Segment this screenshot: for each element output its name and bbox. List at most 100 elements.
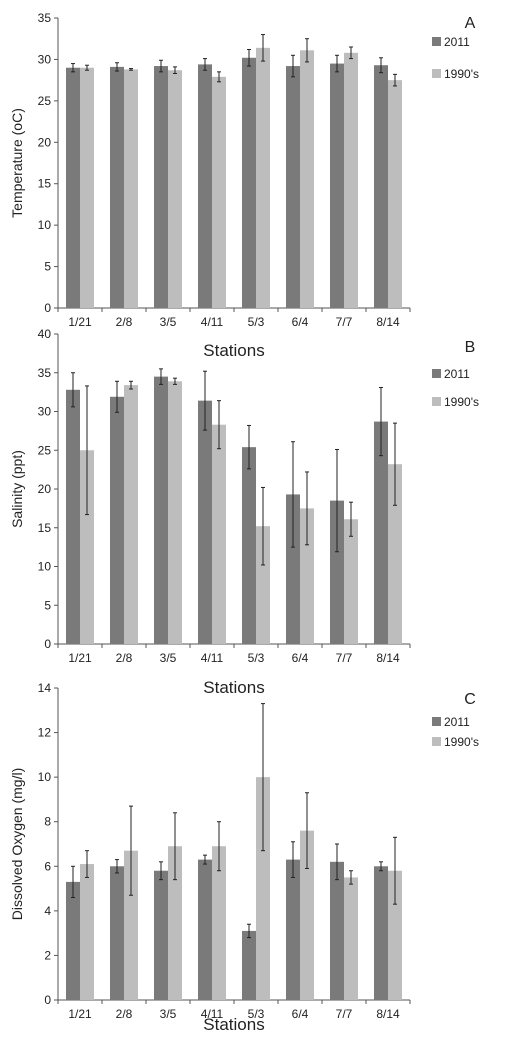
y-tick-label: 25	[38, 443, 52, 457]
x-tick-label: 5/3	[248, 1007, 265, 1021]
bar-s2011-7	[330, 500, 344, 644]
y-tick-label: 6	[44, 859, 51, 873]
x-tick-label: 7/7	[336, 651, 353, 665]
x-tick-label: 8/14	[376, 651, 400, 665]
bar-s1990-6	[300, 50, 314, 309]
bar-s2011-1	[66, 881, 80, 1000]
bar-s1990-8	[388, 870, 402, 1000]
bar-s2011-2	[110, 396, 124, 644]
y-tick-label: 2	[44, 948, 51, 962]
x-tick-label: 1/21	[68, 651, 92, 665]
bar-s1990-1	[80, 864, 94, 1000]
bar-s1990-4	[212, 846, 226, 1000]
y-tick-label: 5	[44, 598, 51, 612]
y-tick-label: 10	[38, 770, 52, 784]
bar-s2011-2	[110, 866, 124, 1000]
bar-s1990-6	[300, 830, 314, 1000]
bar-s2011-4	[198, 400, 212, 644]
bar-s1990-4	[212, 76, 226, 308]
x-axis-label: Stations	[203, 1015, 264, 1034]
x-tick-label: 6/4	[292, 651, 309, 665]
bar-s2011-3	[154, 376, 168, 644]
x-tick-label: 2/8	[116, 315, 133, 329]
x-tick-label: 8/14	[376, 1007, 400, 1021]
legend-swatch-s2011	[432, 717, 441, 726]
bar-s1990-3	[168, 70, 182, 308]
panel-label: A	[465, 15, 476, 32]
x-axis-label: Stations	[203, 341, 264, 360]
bar-s2011-1	[66, 389, 80, 644]
bar-s1990-2	[124, 69, 138, 308]
x-tick-label: 5/3	[248, 651, 265, 665]
x-tick-label: 4/11	[201, 1007, 224, 1021]
y-tick-label: 12	[38, 726, 52, 740]
y-tick-label: 0	[44, 993, 51, 1007]
bar-s2011-7	[330, 63, 344, 309]
y-tick-label: 14	[38, 681, 52, 695]
bar-s1990-3	[168, 846, 182, 1000]
y-tick-label: 20	[38, 135, 52, 149]
legend-label-s1990: 1990's	[444, 67, 479, 81]
bar-s1990-1	[80, 67, 94, 308]
legend-label-s2011: 2011	[444, 35, 470, 49]
legend-swatch-s1990	[432, 69, 441, 78]
y-tick-label: 15	[38, 521, 52, 535]
x-tick-label: 1/21	[68, 1007, 92, 1021]
chart-panel-C: 0 2 4 6 8 10 12 14 1/21 2/8 3/5 4/11 5/3 6/4 7/7 8/14 Di…	[9, 681, 479, 1034]
y-tick-label: 5	[44, 260, 51, 274]
legend-swatch-s1990	[432, 397, 441, 406]
x-axis-label: Stations	[203, 678, 264, 697]
legend-label-s1990: 1990's	[444, 735, 479, 749]
x-tick-label: 7/7	[336, 315, 353, 329]
bar-s2011-6	[286, 494, 300, 644]
legend-swatch-s1990	[432, 737, 441, 746]
bar-s1990-7	[344, 519, 358, 644]
y-tick-label: 20	[38, 482, 52, 496]
y-tick-label: 35	[38, 366, 52, 380]
bar-s2011-8	[374, 65, 388, 308]
bar-s1990-2	[124, 385, 138, 644]
y-tick-label: 30	[38, 405, 52, 419]
bar-s1990-8	[388, 80, 402, 309]
chart-panel-A: 0 5 10 15 20 25 30 35 1/21 2/8 3/5 4/11 5/3 6/4 7/7 8/1…	[9, 11, 479, 360]
panel-label: C	[464, 691, 476, 708]
bar-s2011-7	[330, 861, 344, 1000]
x-tick-label: 7/7	[336, 1007, 353, 1021]
x-tick-label: 3/5	[160, 651, 177, 665]
y-tick-label: 30	[38, 52, 52, 66]
legend-label-s1990: 1990's	[444, 395, 479, 409]
legend-label-s2011: 2011	[444, 715, 470, 729]
y-tick-label: 8	[44, 815, 51, 829]
bar-s2011-3	[154, 66, 168, 308]
legend-swatch-s2011	[432, 369, 441, 378]
x-tick-label: 6/4	[292, 315, 309, 329]
bar-s1990-5	[256, 777, 270, 1000]
y-tick-label: 40	[38, 327, 52, 341]
y-tick-label: 0	[44, 301, 51, 315]
bar-s2011-4	[198, 859, 212, 1000]
bar-s2011-4	[198, 64, 212, 309]
bar-s1990-3	[168, 381, 182, 644]
y-tick-label: 35	[38, 11, 52, 25]
chart-panel-B: 0 5 10 15 20 25 30 35 40 1/21 2/8 3/5 4/11 5/3 6/4 7/7 8…	[9, 327, 479, 697]
y-axis-label: Dissolved Oxygen (mg/l)	[9, 768, 25, 921]
y-tick-label: 10	[38, 218, 52, 232]
y-tick-label: 15	[38, 177, 52, 191]
x-tick-label: 6/4	[292, 1007, 309, 1021]
bar-s2011-3	[154, 870, 168, 1000]
bar-s2011-5	[242, 930, 256, 1000]
bar-s1990-5	[256, 526, 270, 644]
y-tick-label: 10	[38, 560, 52, 574]
legend-label-s2011: 2011	[444, 367, 470, 381]
x-tick-label: 2/8	[116, 651, 133, 665]
bar-s2011-2	[110, 66, 124, 308]
legend-swatch-s2011	[432, 37, 441, 46]
bar-s2011-1	[66, 67, 80, 308]
y-tick-label: 4	[44, 904, 51, 918]
bar-s1990-5	[256, 47, 270, 308]
x-tick-label: 1/21	[68, 315, 92, 329]
x-tick-label: 4/11	[201, 315, 224, 329]
x-tick-label: 3/5	[160, 315, 177, 329]
bar-s2011-5	[242, 57, 256, 309]
